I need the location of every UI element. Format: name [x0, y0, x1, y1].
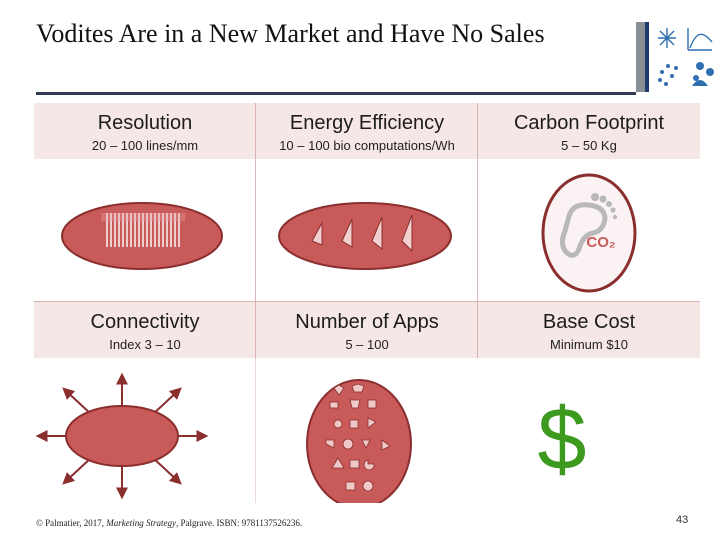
people-network-icon	[692, 62, 714, 86]
feature-cell-cost: Base Cost Minimum $10	[478, 310, 700, 353]
feature-cell-resolution: Resolution 20 – 100 lines/mm	[34, 111, 256, 154]
row-header-1	[34, 103, 700, 160]
feature-title: Number of Apps	[295, 311, 439, 333]
feature-cell-apps: Number of Apps 5 – 100	[256, 310, 478, 353]
citation-prefix: © Palmatier, 2017,	[36, 518, 107, 528]
citation-book: Marketing Strategy	[106, 518, 176, 528]
dollar-glyph: $	[538, 389, 587, 485]
feature-value: 10 – 100 bio computations/Wh	[279, 138, 455, 153]
chapter-logo	[652, 22, 718, 92]
co2-footprint-icon: CO₂	[541, 173, 637, 293]
feature-value: Minimum $10	[549, 337, 629, 352]
line-grid-oval-icon	[61, 202, 223, 270]
slide-title: Vodites Are in a New Market and Have No …	[36, 19, 545, 48]
feature-cell-connectivity: Connectivity Index 3 – 10	[34, 310, 256, 353]
citation-suffix: , Palgrave. ISBN: 9781137526236.	[175, 518, 303, 528]
energy-cones-oval-icon	[278, 202, 452, 270]
column-divider	[255, 358, 256, 503]
scatter-star-icon	[658, 28, 676, 48]
column-divider	[477, 302, 478, 358]
column-divider	[255, 103, 256, 302]
connectivity-arrows-icon	[35, 372, 209, 500]
feature-title: Base Cost	[542, 311, 636, 333]
feature-cell-carbon: Carbon Footprint 5 – 50 Kg	[478, 111, 700, 154]
feature-table: Resolution 20 – 100 lines/mm Energy Effi…	[34, 103, 700, 503]
curve-chart-icon	[687, 28, 713, 51]
feature-value: Index 3 – 10	[109, 337, 181, 352]
feature-cell-energy: Energy Efficiency 10 – 100 bio computati…	[256, 111, 478, 154]
feature-title: Energy Efficiency	[289, 112, 445, 134]
column-divider	[255, 302, 256, 358]
side-bar-decoration	[636, 22, 645, 92]
dollar-sign-icon: $	[538, 389, 587, 485]
feature-value: 5 – 100	[345, 337, 389, 352]
feature-title: Resolution	[97, 112, 193, 134]
title-divider	[36, 92, 636, 95]
side-bar-accent	[645, 22, 649, 92]
co2-label: CO₂	[586, 234, 615, 251]
row-header-2	[34, 302, 700, 359]
feature-title: Connectivity	[90, 311, 200, 333]
page-number: 43	[676, 514, 689, 526]
feature-title: Carbon Footprint	[513, 112, 665, 134]
dot-cluster-icon	[658, 64, 678, 86]
feature-value: 5 – 50 Kg	[561, 138, 617, 153]
column-divider	[477, 103, 478, 302]
apps-shapes-oval-icon	[306, 379, 412, 503]
footer-citation: © Palmatier, 2017, Marketing Strategy, P…	[34, 518, 305, 528]
feature-value: 20 – 100 lines/mm	[91, 138, 199, 153]
